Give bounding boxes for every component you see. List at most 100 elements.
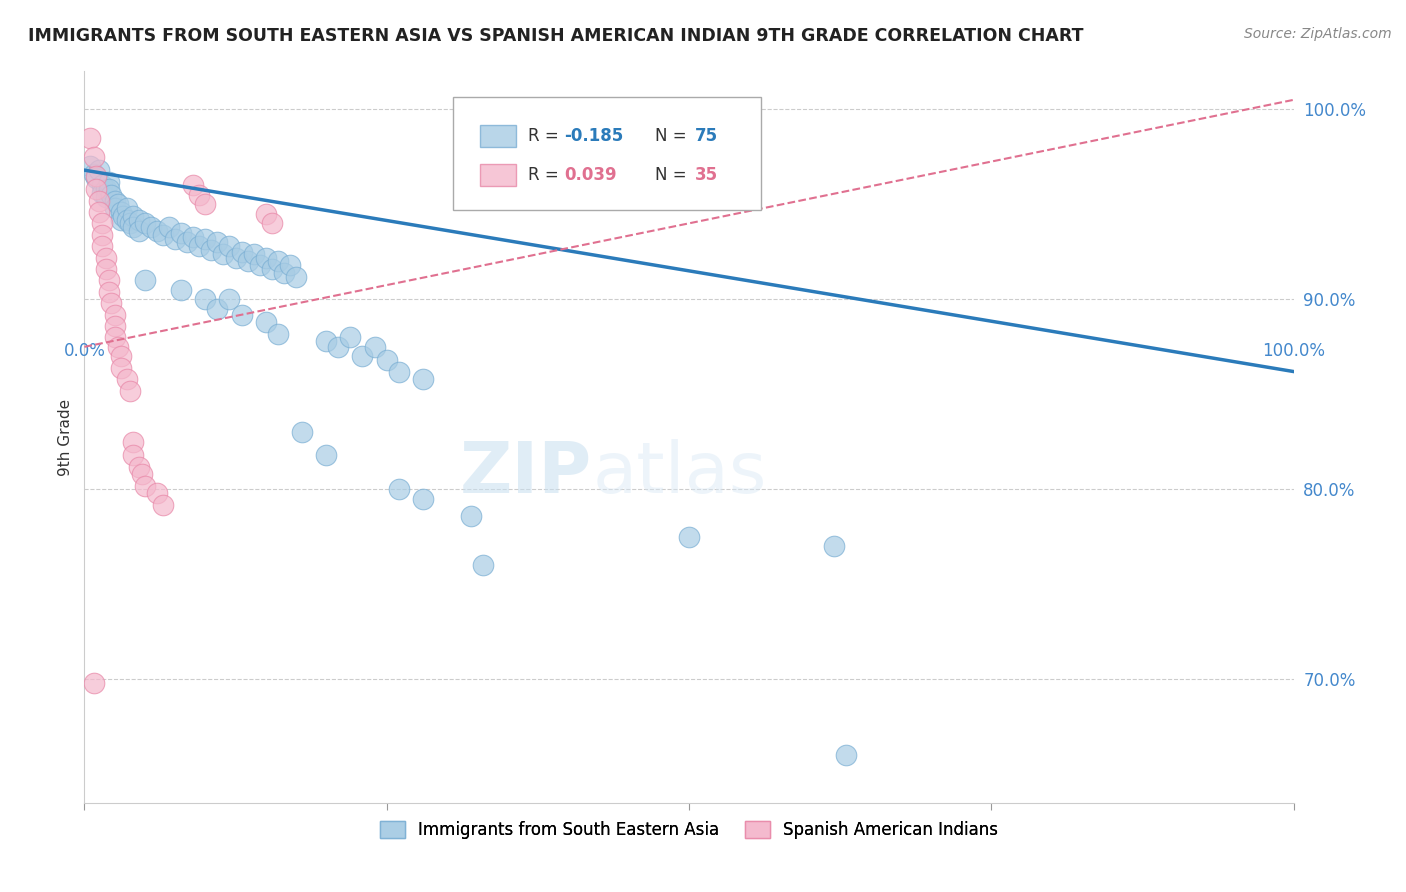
Point — [273, 266, 295, 280]
Point — [91, 178, 114, 193]
Point — [128, 459, 150, 474]
Point — [79, 159, 101, 173]
Point — [388, 365, 411, 379]
Point — [363, 340, 385, 354]
Point — [188, 239, 211, 253]
Point — [260, 216, 283, 230]
Point — [170, 283, 193, 297]
Point — [94, 251, 117, 265]
Point — [170, 226, 193, 240]
Point — [94, 262, 117, 277]
Point — [472, 558, 495, 573]
Point — [83, 150, 105, 164]
Point — [242, 246, 264, 260]
Point — [120, 384, 142, 398]
Point — [200, 243, 222, 257]
Point — [110, 349, 132, 363]
Point — [152, 498, 174, 512]
Point — [115, 372, 138, 386]
Point — [110, 360, 132, 375]
Point — [291, 425, 314, 440]
Point — [121, 434, 143, 449]
Point — [94, 190, 117, 204]
Point — [212, 246, 235, 260]
Point — [460, 508, 482, 523]
Text: 0.039: 0.039 — [564, 167, 617, 185]
Point — [121, 220, 143, 235]
Text: 0.0%: 0.0% — [63, 342, 105, 360]
Point — [110, 212, 132, 227]
Point — [100, 187, 122, 202]
Point — [87, 205, 110, 219]
Point — [120, 216, 142, 230]
Point — [104, 318, 127, 333]
Text: N =: N = — [655, 167, 692, 185]
Point — [86, 169, 108, 183]
Point — [83, 167, 105, 181]
Point — [91, 216, 114, 230]
Point — [678, 530, 700, 544]
Point — [267, 326, 290, 341]
Point — [100, 296, 122, 310]
Point — [134, 216, 156, 230]
Point — [87, 163, 110, 178]
Point — [91, 186, 114, 200]
Text: IMMIGRANTS FROM SOUTH EASTERN ASIA VS SPANISH AMERICAN INDIAN 9TH GRADE CORRELAT: IMMIGRANTS FROM SOUTH EASTERN ASIA VS SP… — [28, 27, 1084, 45]
Point — [152, 227, 174, 242]
Point — [107, 197, 129, 211]
Bar — [479, 125, 516, 147]
Text: 35: 35 — [695, 167, 718, 185]
Point — [94, 182, 117, 196]
Point — [249, 258, 271, 272]
Point — [284, 269, 308, 284]
Point — [97, 285, 120, 299]
Text: Source: ZipAtlas.com: Source: ZipAtlas.com — [1244, 27, 1392, 41]
Point — [194, 231, 217, 245]
Point — [835, 748, 858, 763]
Point — [112, 209, 135, 223]
FancyBboxPatch shape — [453, 97, 762, 211]
Text: N =: N = — [655, 127, 692, 145]
Point — [91, 239, 114, 253]
Point — [236, 254, 259, 268]
Text: atlas: atlas — [592, 439, 766, 508]
Point — [181, 178, 204, 193]
Text: -0.185: -0.185 — [564, 127, 624, 145]
Legend: Immigrants from South Eastern Asia, Spanish American Indians: Immigrants from South Eastern Asia, Span… — [374, 814, 1004, 846]
Point — [104, 308, 127, 322]
Point — [165, 231, 187, 245]
Point — [278, 258, 301, 272]
Point — [134, 273, 156, 287]
Point — [188, 187, 211, 202]
Point — [328, 340, 350, 354]
Point — [823, 539, 845, 553]
Text: R =: R = — [529, 167, 564, 185]
Point — [375, 353, 398, 368]
Point — [115, 201, 138, 215]
Point — [352, 349, 374, 363]
Point — [207, 235, 229, 250]
Point — [79, 131, 101, 145]
Point — [86, 170, 108, 185]
Point — [104, 201, 127, 215]
Point — [315, 448, 337, 462]
Point — [97, 273, 120, 287]
Point — [86, 182, 108, 196]
Point — [97, 182, 120, 196]
Point — [176, 235, 198, 250]
Point — [315, 334, 337, 348]
Point — [128, 224, 150, 238]
Point — [104, 194, 127, 208]
Point — [91, 227, 114, 242]
Point — [254, 207, 277, 221]
Point — [218, 293, 240, 307]
Point — [207, 301, 229, 316]
Bar — [479, 164, 516, 186]
Point — [412, 372, 434, 386]
Point — [339, 330, 361, 344]
Point — [139, 220, 162, 235]
Point — [115, 212, 138, 227]
Point — [254, 315, 277, 329]
Y-axis label: 9th Grade: 9th Grade — [58, 399, 73, 475]
Point — [121, 448, 143, 462]
